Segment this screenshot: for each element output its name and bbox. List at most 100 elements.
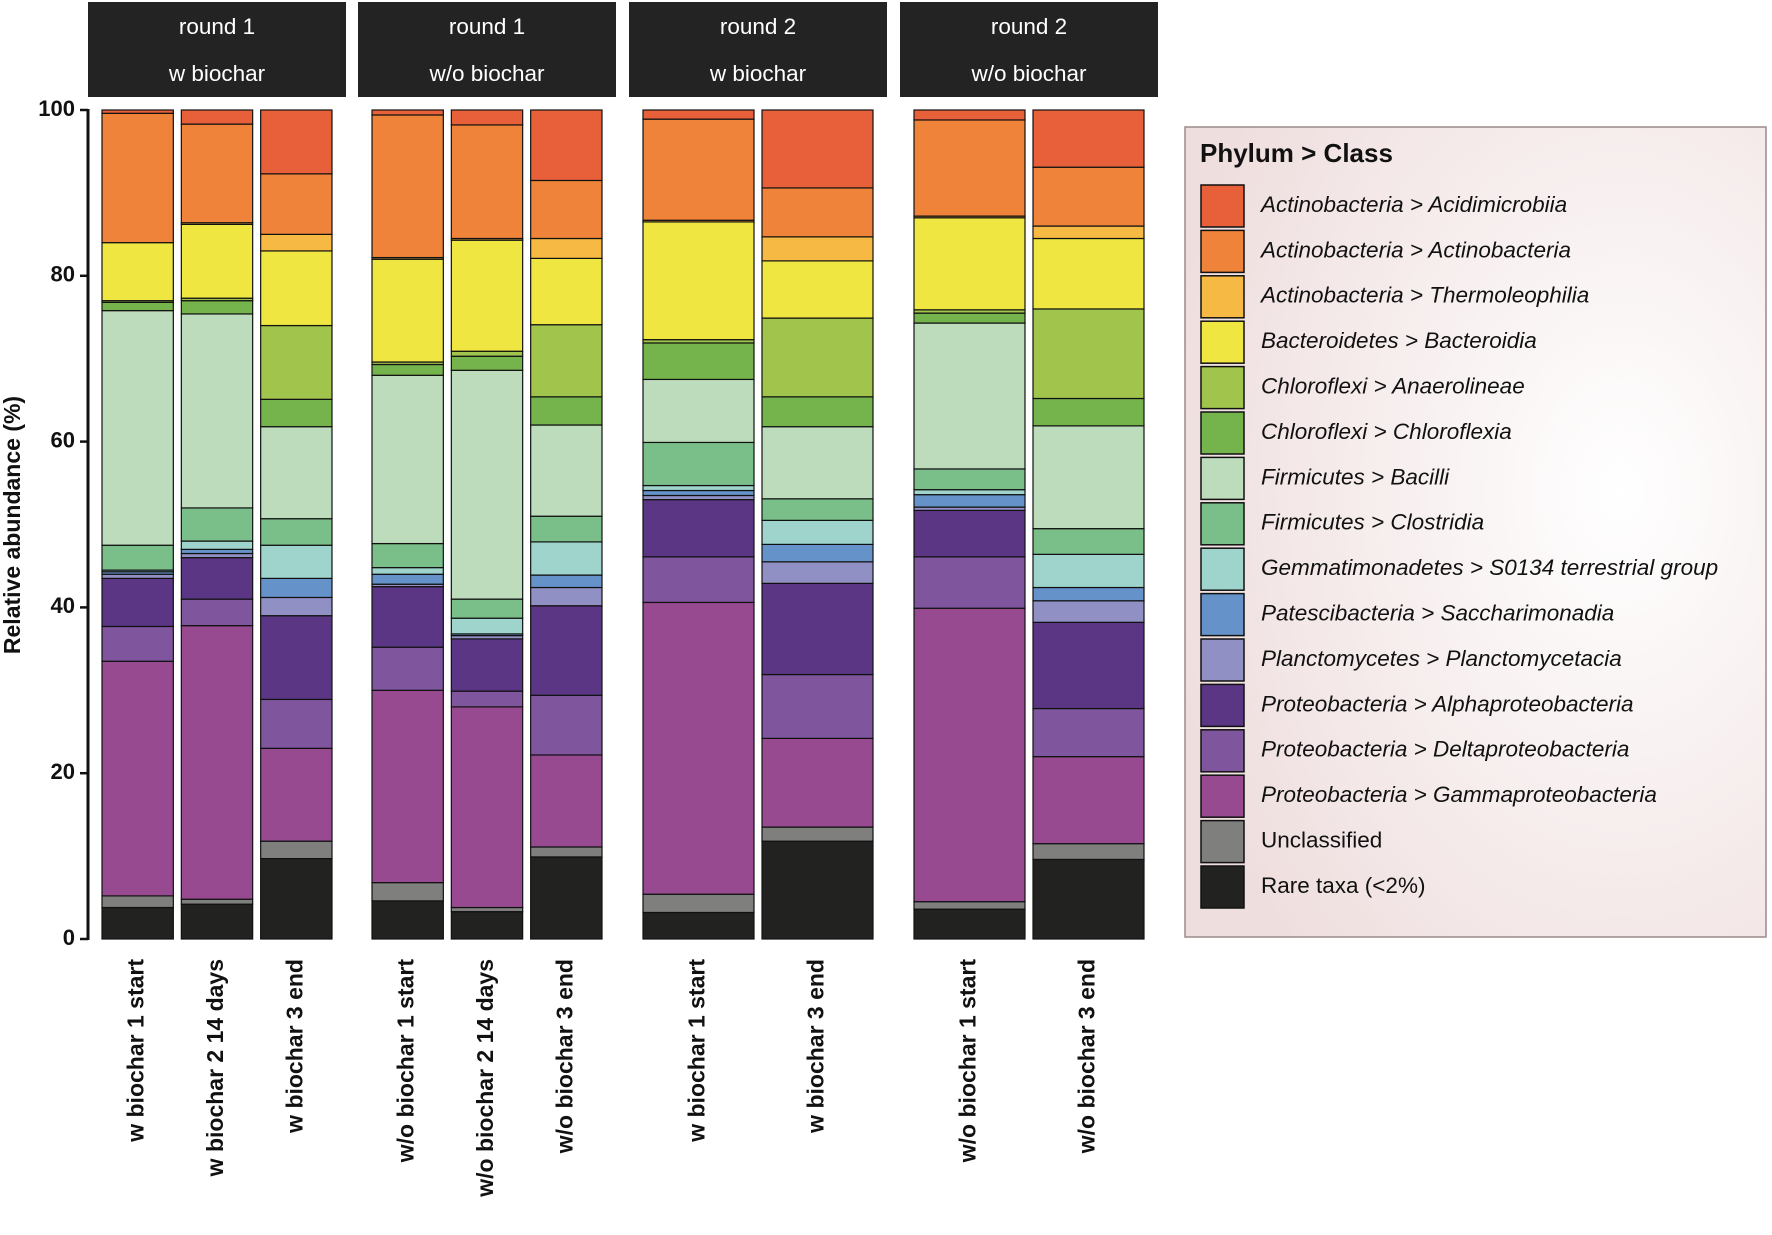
bar-segment	[761, 426, 874, 500]
bar-segment	[371, 374, 444, 545]
bar-segment	[761, 582, 874, 676]
facet-strip-label: w/o biochar	[970, 61, 1087, 86]
legend-swatch	[1200, 547, 1245, 591]
bar-segment	[642, 221, 755, 341]
bar-segment	[530, 856, 603, 940]
bar-segment	[101, 112, 174, 244]
bar-segment	[101, 109, 174, 114]
bar-segment	[913, 908, 1026, 940]
facet-strip	[358, 2, 616, 97]
bar-segment	[1032, 756, 1145, 845]
bar-segment	[530, 541, 603, 576]
y-tick-label: 60	[51, 427, 75, 452]
bar-segment	[450, 598, 524, 619]
bar-segment	[530, 324, 603, 398]
bar-segment	[180, 540, 254, 550]
bar-segment	[913, 607, 1026, 903]
bar-segment	[761, 673, 874, 739]
bar-segment	[180, 903, 254, 940]
bar-segment	[1032, 425, 1145, 530]
y-tick-label: 20	[51, 759, 75, 784]
bar-segment	[180, 313, 254, 509]
bar-segment	[761, 737, 874, 828]
facet-strip-label: round 1	[179, 14, 255, 39]
bar-segment	[913, 217, 1026, 311]
bar-segment	[371, 646, 444, 691]
bar-segment	[371, 542, 444, 569]
bar-segment	[1032, 166, 1145, 227]
x-tick-label: w/o biochar 3 end	[1074, 959, 1100, 1154]
legend-swatch	[1200, 819, 1245, 864]
legend-swatch	[1200, 638, 1245, 682]
bar-segment	[180, 223, 254, 299]
bar-segment	[260, 596, 333, 617]
facet-strip	[88, 2, 346, 97]
legend-label: Actinobacteria > Acidimicrobiia	[1259, 192, 1567, 217]
bar-segment	[913, 109, 1026, 121]
facet-strip-label: round 2	[991, 14, 1067, 39]
bar-segment	[761, 260, 874, 319]
bar-segment	[371, 258, 444, 363]
facet-strip-label: round 2	[720, 14, 796, 39]
legend-label: Proteobacteria > Alphaproteobacteria	[1261, 691, 1634, 716]
legend-label: Firmicutes > Bacilli	[1261, 464, 1450, 489]
legend-swatch	[1200, 229, 1245, 274]
bar-segment	[450, 369, 524, 600]
bar-segment	[371, 573, 444, 585]
bar-segment	[180, 507, 254, 542]
bar-segment	[260, 426, 333, 520]
bar-segment	[101, 625, 174, 662]
legend-label: Actinobacteria > Thermoleophilia	[1259, 283, 1589, 308]
bar-segment	[180, 548, 254, 555]
bar-segment	[642, 494, 755, 501]
bar-segment	[260, 840, 333, 860]
legend-box	[1184, 126, 1767, 938]
legend-label: Firmicutes > Clostridia	[1261, 510, 1484, 535]
bar-segment	[180, 123, 254, 224]
bar-segment	[450, 350, 524, 357]
legend-label: Proteobacteria > Deltaproteobacteria	[1261, 737, 1629, 762]
bar-segment	[1032, 225, 1145, 240]
bar-segment	[450, 911, 524, 940]
bar-segment	[260, 109, 333, 175]
bar-segment	[450, 638, 524, 692]
bar-segment	[1032, 586, 1145, 602]
bar-segment	[530, 109, 603, 182]
x-tick-label: w/o biochar 1 start	[393, 959, 419, 1164]
bar-segment	[260, 250, 333, 327]
bar-segment	[913, 556, 1026, 609]
bar-segment	[642, 556, 755, 604]
bar-segment	[450, 109, 524, 126]
y-tick-label: 40	[51, 593, 75, 618]
bar-segment	[530, 754, 603, 848]
bar-segment	[1032, 600, 1145, 623]
bar-segment	[642, 489, 755, 497]
legend-swatch	[1200, 729, 1245, 773]
bar-segment	[761, 187, 874, 238]
legend-swatch	[1200, 184, 1245, 228]
bar-segment	[913, 489, 1026, 496]
bar-segment	[530, 515, 603, 543]
bar-segment	[642, 484, 755, 492]
bar-segment	[180, 598, 254, 627]
bar-segment	[260, 233, 333, 252]
legend-swatch	[1200, 774, 1245, 818]
legend-swatch	[1200, 502, 1245, 546]
x-tick-label: w biochar 3 end	[803, 959, 829, 1134]
bar-segment	[450, 355, 524, 371]
bar-segment	[260, 577, 333, 599]
legend-label: Bacteroidetes > Bacteroidia	[1261, 328, 1537, 353]
y-tick-label: 0	[63, 925, 75, 950]
bar-segment	[530, 574, 603, 589]
bar-segment	[530, 694, 603, 756]
legend-swatch	[1200, 275, 1245, 319]
legend-label: Patescibacteria > Saccharimonadia	[1261, 601, 1614, 626]
legend-label: Proteobacteria > Gammaproteobacteria	[1261, 782, 1657, 807]
legend-label: Unclassified	[1261, 828, 1382, 853]
bar-segment	[371, 882, 444, 902]
bar-segment	[1032, 109, 1145, 168]
legend-swatch	[1200, 365, 1245, 410]
bar-segment	[642, 601, 755, 895]
bar-segment	[913, 322, 1026, 470]
